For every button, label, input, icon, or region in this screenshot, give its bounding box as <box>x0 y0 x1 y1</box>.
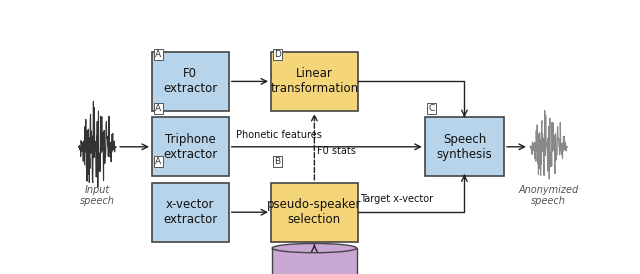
FancyBboxPatch shape <box>152 52 229 111</box>
Text: C: C <box>428 104 435 113</box>
FancyBboxPatch shape <box>271 52 358 111</box>
Text: Speech
synthesis: Speech synthesis <box>436 133 492 161</box>
Text: Anonymized
speech: Anonymized speech <box>518 185 579 206</box>
Ellipse shape <box>272 243 356 253</box>
Text: B: B <box>275 157 280 166</box>
FancyBboxPatch shape <box>271 183 358 242</box>
Text: Triphone
extractor: Triphone extractor <box>163 133 218 161</box>
Text: F0
extractor: F0 extractor <box>163 67 218 95</box>
Text: Input
speech: Input speech <box>80 185 115 206</box>
Text: Linear
transformation: Linear transformation <box>270 67 358 95</box>
Text: A: A <box>156 50 161 59</box>
FancyBboxPatch shape <box>272 248 356 274</box>
Text: x-vector
extractor: x-vector extractor <box>163 198 218 226</box>
Text: Target x-vector: Target x-vector <box>360 194 433 204</box>
Text: A: A <box>156 157 161 166</box>
FancyBboxPatch shape <box>152 183 229 242</box>
Text: D: D <box>275 50 282 59</box>
FancyBboxPatch shape <box>152 117 229 176</box>
Text: Phonetic features: Phonetic features <box>236 130 322 141</box>
Text: F0 stats: F0 stats <box>317 146 356 156</box>
Text: A: A <box>156 104 161 113</box>
FancyBboxPatch shape <box>425 117 504 176</box>
Text: pseudo-speaker
selection: pseudo-speaker selection <box>267 198 362 226</box>
